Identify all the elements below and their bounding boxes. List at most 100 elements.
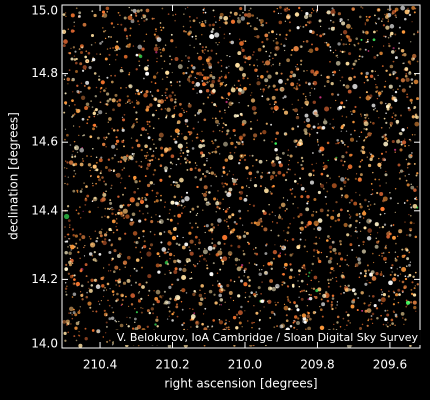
- star: [105, 314, 108, 316]
- star: [164, 273, 166, 276]
- star: [371, 103, 376, 108]
- star: [207, 49, 210, 52]
- star: [355, 226, 357, 229]
- star: [292, 285, 295, 288]
- star: [289, 222, 291, 225]
- star: [212, 142, 215, 145]
- star: [188, 60, 190, 62]
- star: [101, 284, 105, 288]
- star: [219, 26, 221, 29]
- star: [344, 288, 349, 292]
- star: [278, 214, 281, 216]
- star: [366, 308, 372, 314]
- star: [265, 22, 268, 24]
- star: [400, 140, 403, 143]
- star: [312, 287, 316, 291]
- star: [280, 157, 282, 160]
- star: [119, 204, 124, 209]
- star: [296, 143, 300, 146]
- star: [315, 242, 318, 245]
- star: [76, 89, 80, 94]
- star: [184, 8, 187, 10]
- star: [353, 129, 356, 132]
- star: [95, 168, 99, 172]
- star: [289, 154, 293, 158]
- star: [157, 99, 161, 103]
- star: [365, 128, 368, 131]
- star: [330, 9, 336, 15]
- star: [261, 225, 264, 228]
- star: [308, 317, 312, 321]
- star: [292, 108, 295, 111]
- star: [211, 274, 214, 277]
- star: [391, 139, 395, 144]
- star: [237, 245, 241, 249]
- star: [398, 229, 403, 234]
- star: [280, 72, 283, 75]
- star: [191, 147, 195, 150]
- star: [409, 138, 411, 141]
- star: [133, 153, 135, 155]
- star: [64, 182, 66, 185]
- star: [367, 304, 371, 307]
- star: [371, 312, 375, 316]
- star: [284, 262, 288, 267]
- star: [368, 163, 372, 168]
- star: [272, 111, 275, 113]
- star: [327, 235, 330, 238]
- star: [87, 51, 91, 55]
- star: [176, 181, 179, 184]
- star: [394, 188, 397, 190]
- star: [406, 304, 408, 306]
- star: [296, 26, 300, 30]
- star: [263, 306, 265, 308]
- star: [361, 323, 364, 326]
- star: [201, 193, 204, 195]
- star: [78, 14, 81, 18]
- star: [163, 290, 166, 293]
- star: [166, 318, 169, 320]
- star: [186, 146, 188, 149]
- star: [228, 308, 230, 311]
- star: [208, 253, 211, 255]
- star: [166, 259, 168, 262]
- star: [369, 233, 372, 236]
- star: [64, 226, 66, 228]
- star: [342, 317, 345, 320]
- star: [128, 72, 131, 74]
- star: [124, 266, 126, 268]
- star: [211, 325, 214, 328]
- star: [364, 22, 367, 24]
- star: [159, 178, 163, 182]
- star: [250, 98, 256, 103]
- star: [259, 132, 262, 135]
- star: [137, 344, 140, 347]
- star: [359, 222, 361, 224]
- star: [223, 219, 226, 222]
- star: [203, 118, 207, 122]
- star: [147, 274, 152, 279]
- star: [146, 146, 148, 148]
- star: [335, 276, 337, 279]
- star: [71, 313, 73, 316]
- star: [88, 252, 93, 256]
- star: [178, 112, 183, 118]
- star: [114, 319, 117, 322]
- star: [79, 50, 84, 55]
- star: [307, 326, 312, 331]
- star: [330, 268, 333, 271]
- star: [349, 224, 352, 226]
- star: [374, 14, 376, 17]
- star: [258, 218, 263, 223]
- star: [64, 339, 67, 342]
- star: [196, 92, 198, 94]
- star: [363, 274, 367, 278]
- star: [308, 296, 313, 301]
- star: [111, 229, 113, 231]
- star: [399, 169, 404, 173]
- star: [155, 199, 159, 203]
- star: [67, 219, 71, 222]
- star: [408, 233, 412, 237]
- star: [88, 106, 90, 108]
- star: [181, 308, 184, 311]
